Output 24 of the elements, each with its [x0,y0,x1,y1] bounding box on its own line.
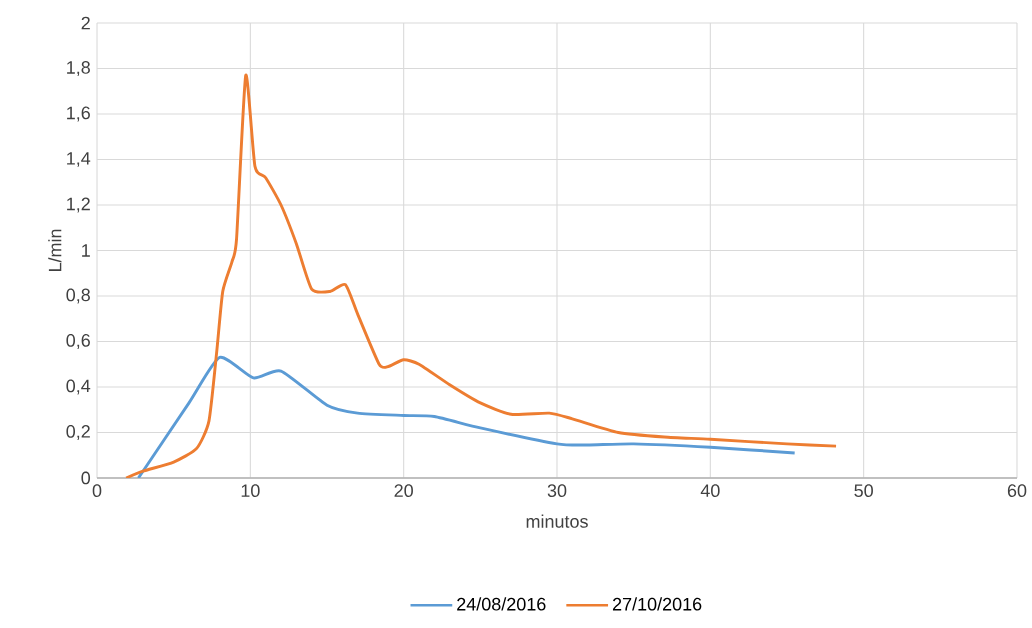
y-tick-label: 0,6 [66,334,90,349]
x-tick-label: 10 [241,484,260,497]
y-tick-label: 1,4 [67,152,91,167]
legend-label: 27/10/2016 [612,597,702,611]
x-axis-title: minutos [526,514,588,528]
line-series [124,73,838,478]
x-tick-label: 60 [1007,484,1027,497]
x-tick-label: 50 [854,484,873,497]
y-tick-label: 0,8 [66,288,90,304]
y-tick-label: 1,2 [67,197,90,213]
y-tick-label: 2 [81,16,90,30]
line-series [136,355,797,478]
legend-label: 24/08/2016 [457,597,546,611]
x-tick-label: 40 [700,484,720,497]
y-tick-label: 0,4 [66,379,91,395]
y-tick-label: 1,6 [67,106,90,122]
y-tick-label: 1,8 [67,61,90,76]
x-tick-label: 0 [92,484,102,497]
y-axis-title: L/min [48,229,62,272]
x-tick-label: 30 [547,484,567,497]
y-tick-label: 0 [81,471,91,485]
y-tick-label: 0,2 [66,425,90,440]
y-tick-label: 1 [82,244,90,257]
x-tick-label: 20 [394,484,413,497]
